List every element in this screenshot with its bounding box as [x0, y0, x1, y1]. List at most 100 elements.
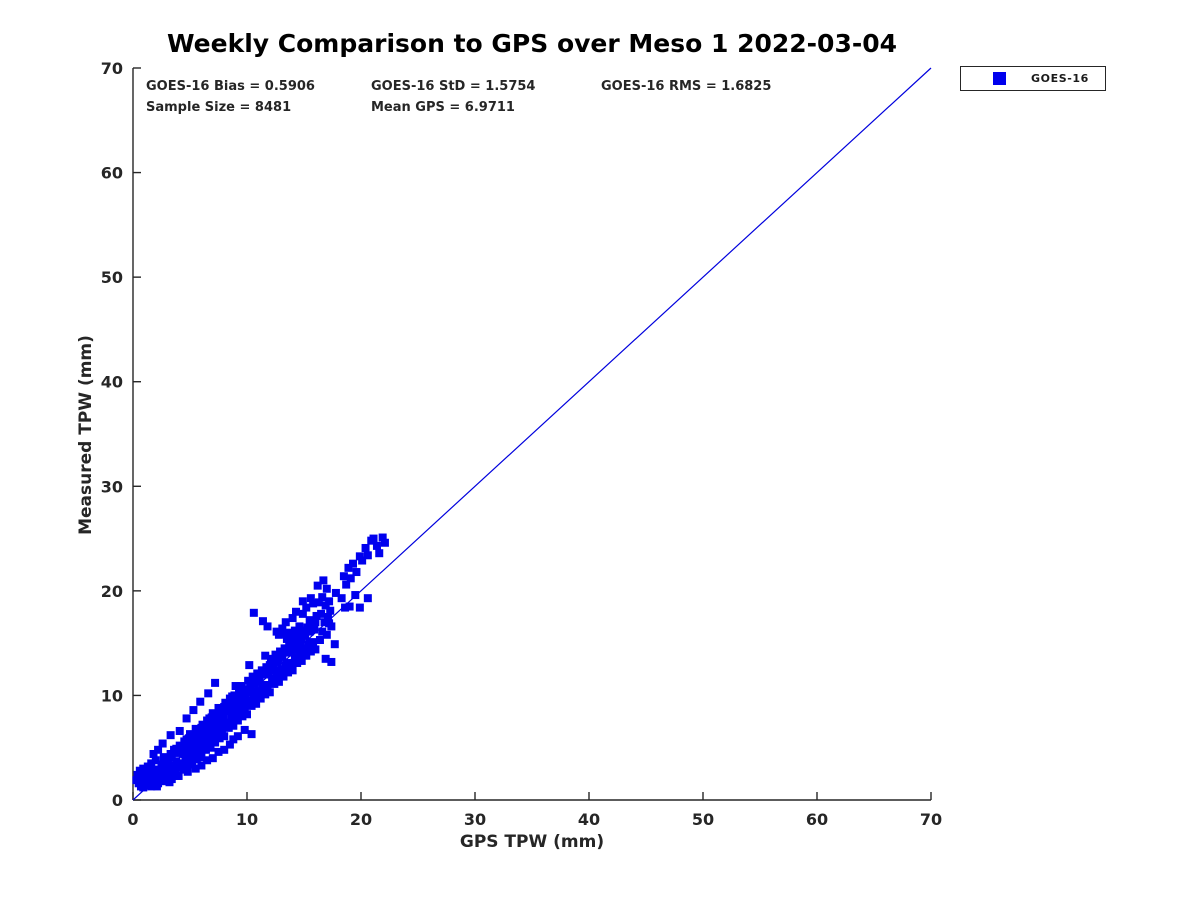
- scatter-marker: [222, 718, 231, 727]
- scatter-marker: [257, 689, 266, 698]
- scatter-marker: [268, 674, 277, 683]
- scatter-marker: [288, 614, 297, 623]
- scatter-marker: [323, 613, 332, 621]
- scatter-marker: [297, 633, 306, 642]
- stat-std: GOES-16 StD = 1.5754: [371, 79, 536, 94]
- scatter-marker: [322, 630, 331, 639]
- scatter-marker: [312, 611, 321, 620]
- x-tick-label: 10: [236, 810, 258, 829]
- scatter-marker: [274, 677, 283, 686]
- scatter-marker: [235, 688, 244, 697]
- scatter-marker: [305, 627, 314, 636]
- scatter-marker: [147, 759, 156, 768]
- scatter-marker: [240, 725, 249, 734]
- scatter-marker: [290, 653, 299, 662]
- scatter-marker: [162, 769, 171, 778]
- stat-bias: GOES-16 Bias = 0.5906: [146, 79, 315, 94]
- scatter-marker: [318, 627, 327, 636]
- scatter-marker: [292, 640, 301, 649]
- scatter-marker: [271, 666, 280, 675]
- scatter-marker: [230, 712, 239, 721]
- scatter-marker: [310, 625, 319, 634]
- scatter-marker: [306, 594, 315, 603]
- y-tick-label: 60: [101, 164, 123, 183]
- scatter-marker: [252, 676, 261, 685]
- scatter-marker: [149, 765, 158, 774]
- scatter-marker: [165, 774, 174, 783]
- x-tick-label: 60: [806, 810, 828, 829]
- scatter-marker: [139, 783, 148, 792]
- scatter-marker: [274, 654, 283, 663]
- scatter-marker: [166, 731, 175, 740]
- scatter-marker: [363, 551, 372, 560]
- scatter-marker: [203, 756, 212, 765]
- scatter-marker: [346, 574, 355, 583]
- scatter-marker: [266, 654, 275, 663]
- x-tick-label: 0: [127, 810, 138, 829]
- scatter-marker: [243, 710, 251, 719]
- scatter-marker: [182, 735, 191, 744]
- scatter-marker: [139, 764, 148, 773]
- scatter-marker: [298, 609, 307, 618]
- scatter-marker: [191, 764, 200, 773]
- scatter-marker: [327, 657, 336, 666]
- scatter-marker: [232, 708, 241, 717]
- scatter-marker: [303, 646, 312, 655]
- scatter-marker: [136, 776, 145, 785]
- scatter-marker: [286, 648, 295, 657]
- scatter-marker: [187, 751, 196, 760]
- scatter-marker: [195, 726, 204, 735]
- scatter-marker: [199, 740, 208, 749]
- scatter-marker: [209, 730, 218, 739]
- scatter-marker: [253, 669, 262, 678]
- scatter-marker: [197, 761, 206, 770]
- scatter-marker: [241, 690, 250, 699]
- y-tick-label: 50: [101, 268, 123, 287]
- scatter-marker: [321, 654, 330, 663]
- legend-marker-square-icon: [993, 72, 1006, 85]
- scatter-marker: [220, 732, 229, 741]
- scatter-marker: [285, 628, 294, 637]
- scatter-marker: [142, 777, 151, 786]
- scatter-marker: [167, 753, 176, 762]
- scatter-marker: [248, 688, 257, 697]
- scatter-marker: [237, 682, 246, 691]
- scatter-marker: [205, 714, 214, 723]
- scatter-marker: [231, 682, 240, 691]
- x-tick-label: 50: [692, 810, 714, 829]
- scatter-marker: [298, 626, 307, 635]
- scatter-marker: [158, 763, 167, 772]
- scatter-marker: [217, 706, 226, 715]
- scatter-marker: [318, 593, 327, 602]
- scatter-marker: [355, 552, 364, 561]
- scatter-marker: [258, 617, 267, 626]
- scatter-marker: [196, 697, 205, 706]
- scatter-marker: [303, 623, 312, 632]
- scatter-marker: [225, 707, 234, 716]
- scatter-marker: [272, 670, 281, 679]
- scatter-marker: [228, 701, 237, 710]
- scatter-marker: [358, 556, 367, 565]
- legend-label: GOES-16: [1031, 72, 1089, 85]
- scatter-marker: [195, 745, 204, 754]
- scatter-marker: [204, 689, 213, 698]
- scatter-marker: [263, 622, 272, 631]
- scatter-marker: [172, 757, 181, 766]
- scatter-marker: [342, 580, 351, 589]
- scatter-marker: [311, 645, 320, 654]
- scatter-marker: [233, 732, 242, 741]
- scatter-marker: [196, 733, 205, 742]
- scatter-marker: [214, 747, 223, 756]
- scatter-marker: [154, 745, 163, 754]
- scatter-marker: [325, 597, 334, 606]
- scatter-marker: [176, 744, 185, 753]
- scatter-marker: [203, 729, 212, 738]
- scatter-marker: [311, 618, 320, 627]
- scatter-marker: [208, 709, 217, 718]
- scatter-marker: [322, 584, 331, 593]
- scatter-marker: [295, 622, 304, 631]
- scatter-marker: [278, 624, 287, 633]
- scatter-marker: [178, 759, 187, 768]
- scatter-marker: [152, 782, 161, 791]
